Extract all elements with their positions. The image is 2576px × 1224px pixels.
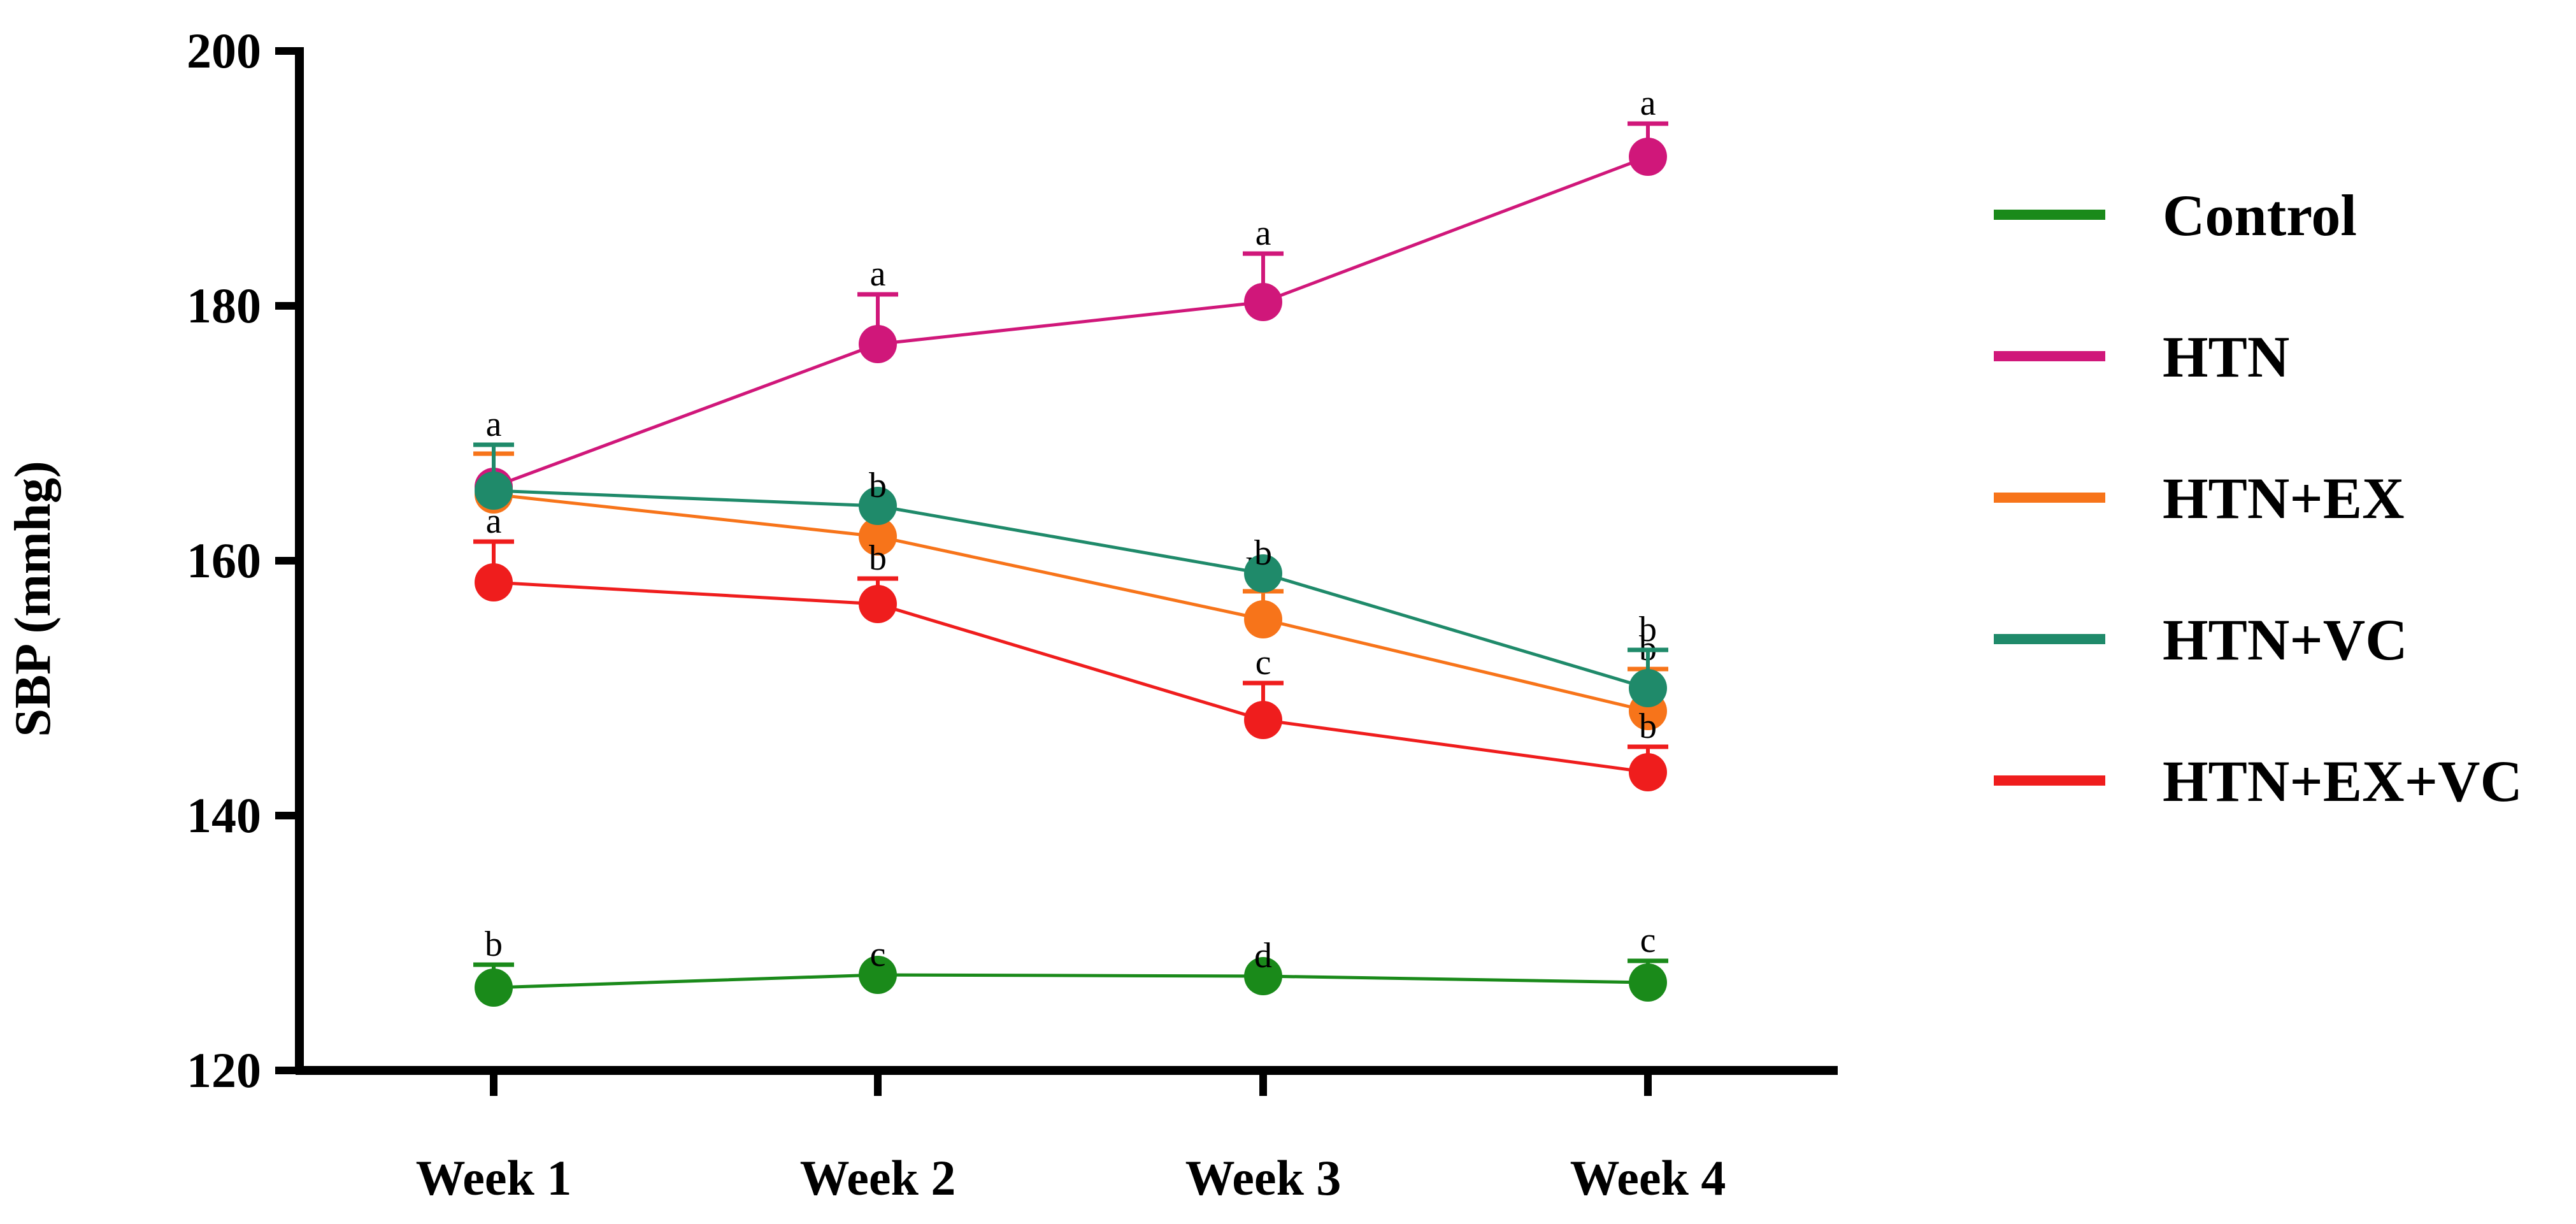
- data-point: [859, 517, 897, 556]
- data-point: [1244, 283, 1282, 321]
- y-tick-label: 200: [187, 23, 261, 78]
- significance-label: a: [1256, 213, 1271, 253]
- data-point: [859, 325, 897, 363]
- legend-label: HTN+EX+VC: [2163, 749, 2522, 814]
- significance-label: a: [486, 405, 502, 444]
- significance-label: b: [1254, 533, 1272, 573]
- data-point: [1629, 669, 1667, 707]
- legend-item: HTN+EX+VC: [1994, 749, 2522, 814]
- x-tick-label: Week 1: [416, 1150, 572, 1206]
- data-point: [859, 585, 897, 623]
- y-tick-label: 160: [187, 533, 261, 588]
- significance-label: b: [869, 538, 887, 578]
- data-point: [1629, 138, 1667, 176]
- data-point: [859, 956, 897, 994]
- data-point: [475, 472, 513, 510]
- significance-label: a: [1640, 83, 1656, 123]
- series-line: [493, 493, 1649, 713]
- series-line: [493, 155, 1649, 489]
- legend-label: Control: [2163, 183, 2357, 248]
- x-tick-label: Week 4: [1570, 1150, 1726, 1206]
- data-point: [1244, 554, 1282, 593]
- axes: 120 140 160 180 200 Week 1 Week 2 Week 3 Week 4: [187, 23, 1838, 1206]
- legend-label: HTN+EX: [2163, 466, 2405, 531]
- significance-label: b: [485, 925, 503, 964]
- data-point: [859, 487, 897, 525]
- series-line: [493, 580, 1649, 774]
- legend-item: HTN+VC: [1994, 607, 2408, 672]
- x-tick-label: Week 3: [1185, 1150, 1342, 1206]
- significance-label: b: [1639, 707, 1657, 746]
- y-tick-label: 180: [187, 278, 261, 333]
- significance-label: b: [869, 466, 887, 505]
- data-point: [1244, 701, 1282, 739]
- legend-label: HTN: [2163, 324, 2289, 389]
- y-axis-title: SBP (mmhg): [5, 461, 61, 737]
- data-point: [1244, 957, 1282, 995]
- legend-item: Control: [1994, 183, 2357, 248]
- significance-label: c: [1640, 921, 1656, 960]
- series-htn: a a a: [475, 83, 1668, 506]
- significance-label: d: [1254, 936, 1272, 976]
- significance-label: c: [1256, 643, 1271, 682]
- series-line: [493, 973, 1649, 990]
- data-point: [1629, 753, 1667, 791]
- legend-label: HTN+VC: [2163, 607, 2408, 672]
- data-point: [1629, 963, 1667, 1002]
- x-tick-label: Week 2: [800, 1150, 956, 1206]
- data-point: [1244, 600, 1282, 638]
- significance-label: a: [870, 254, 886, 294]
- data-point: [475, 968, 513, 1007]
- legend-item: HTN: [1994, 324, 2289, 389]
- y-tick-label: 140: [187, 788, 261, 843]
- data-point: [475, 563, 513, 601]
- legend-item: HTN+EX: [1994, 466, 2405, 531]
- series-line: [493, 489, 1649, 690]
- significance-label: b: [1639, 610, 1657, 649]
- significance-label: c: [870, 935, 886, 974]
- significance-label: a: [486, 501, 502, 541]
- legend: Control HTN HTN+EX HTN+VC HTN+EX+VC: [1994, 183, 2522, 814]
- series-layer: bcdcaaabcbabbbabcb: [473, 83, 1668, 1007]
- series-htn-ex-vc: a b c b: [473, 501, 1668, 791]
- y-tick-label: 120: [187, 1042, 261, 1098]
